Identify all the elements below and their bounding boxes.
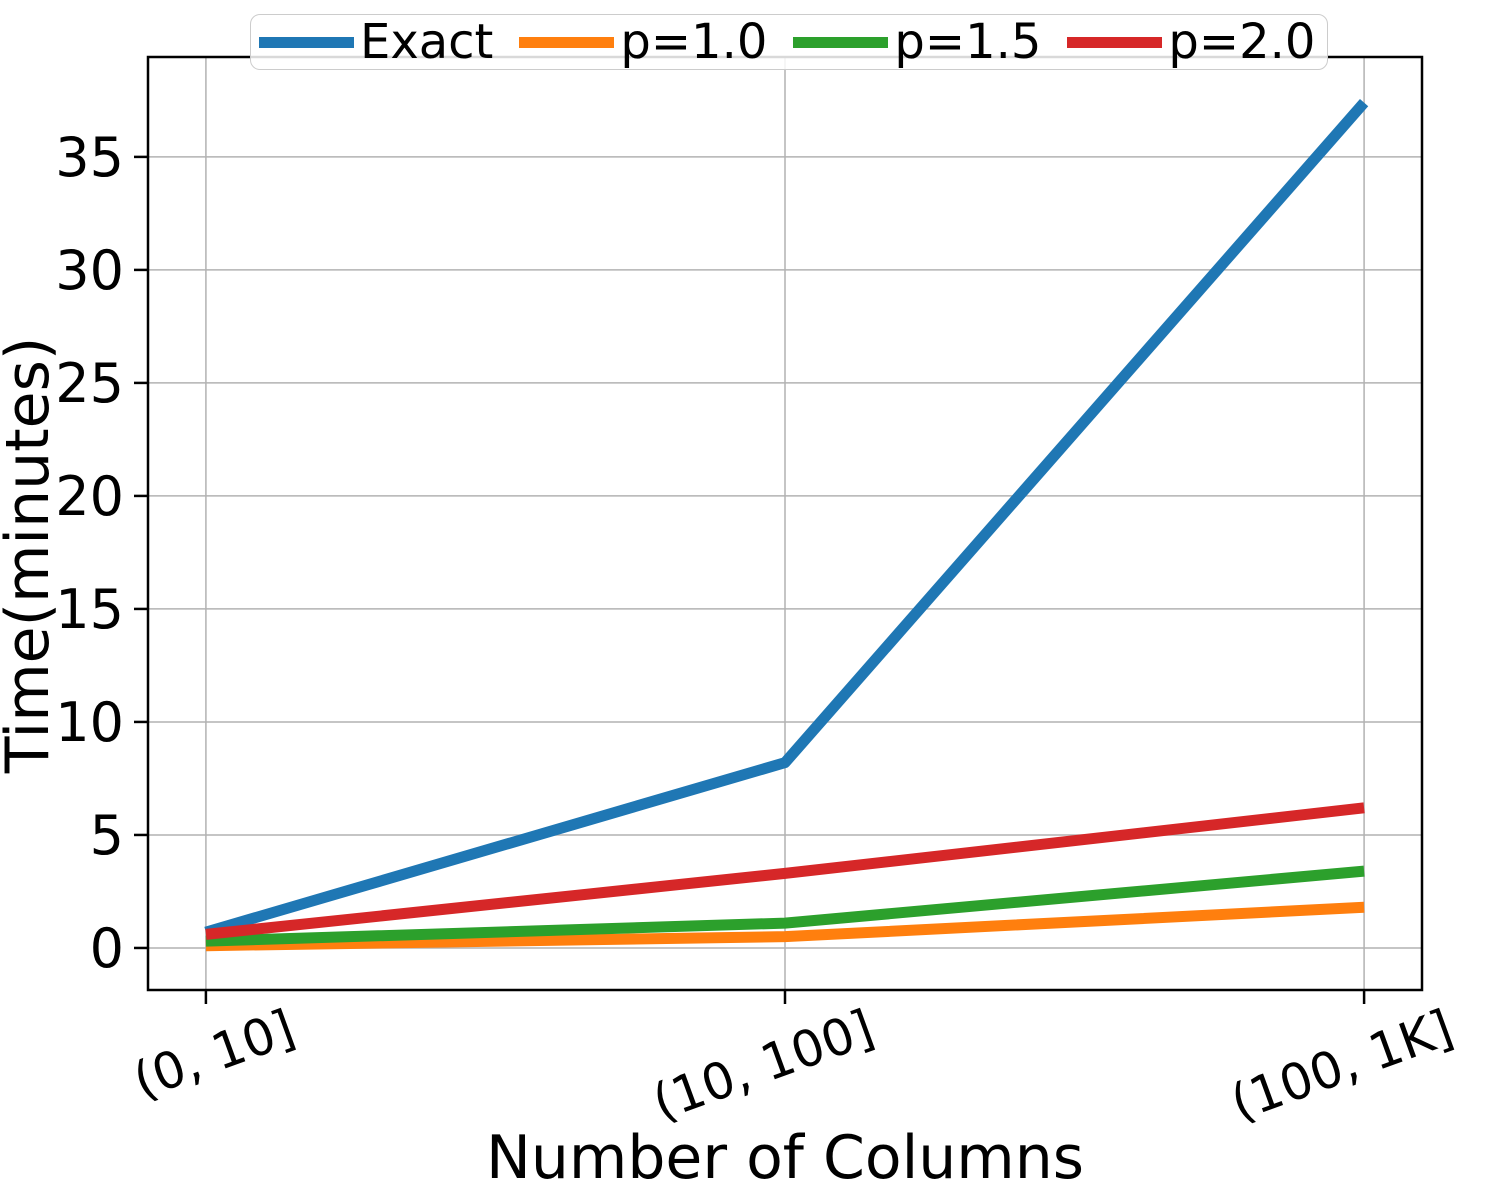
x-tick-label: (0, 10] — [126, 999, 302, 1110]
y-tick-label: 30 — [55, 239, 124, 302]
legend-swatch — [793, 36, 889, 48]
grid-layer — [148, 57, 1422, 990]
series-line-p-2-0 — [205, 802, 1365, 940]
legend-item-exact: Exact — [259, 18, 493, 66]
legend-swatch — [519, 36, 615, 48]
x-axis-label: Number of Columns — [486, 1123, 1084, 1193]
y-tick-label: 25 — [55, 352, 124, 415]
x-tick-label: (100, 1K] — [1223, 999, 1460, 1132]
legend-item-p-1-5: p=1.5 — [793, 18, 1041, 66]
legend-label: p=2.0 — [1168, 14, 1316, 70]
x-tick-label: (10, 100] — [645, 999, 881, 1132]
legend-item-p-1-0: p=1.0 — [519, 18, 767, 66]
y-tick-label: 5 — [90, 804, 124, 867]
y-tick-label: 10 — [55, 691, 124, 754]
legend-label: Exact — [360, 14, 494, 70]
legend-label: p=1.0 — [620, 14, 768, 70]
legend-swatch — [1067, 36, 1163, 48]
series-layer — [204, 99, 1369, 952]
legend-label: p=1.5 — [894, 14, 1042, 70]
tick-layer: 0 5 10 15 20 25 30 35 (0, 10] (10, 100] (100, 1K] — [55, 126, 1460, 1132]
y-tick-label: 35 — [55, 126, 124, 189]
y-tick-label: 0 — [90, 917, 124, 980]
y-tick-label: 20 — [55, 465, 124, 528]
y-tick-label: 15 — [55, 578, 124, 641]
y-axis-label: Time(minutes) — [0, 337, 63, 775]
legend-swatch — [259, 36, 354, 48]
series-line-p-1-0 — [205, 901, 1365, 952]
series-line-p-1-5 — [205, 865, 1365, 947]
legend-item-p-2-0: p=2.0 — [1067, 18, 1315, 66]
series-line-exact — [204, 99, 1369, 938]
legend: Exact p=1.0 p=1.5 p=2.0 — [250, 14, 1329, 70]
